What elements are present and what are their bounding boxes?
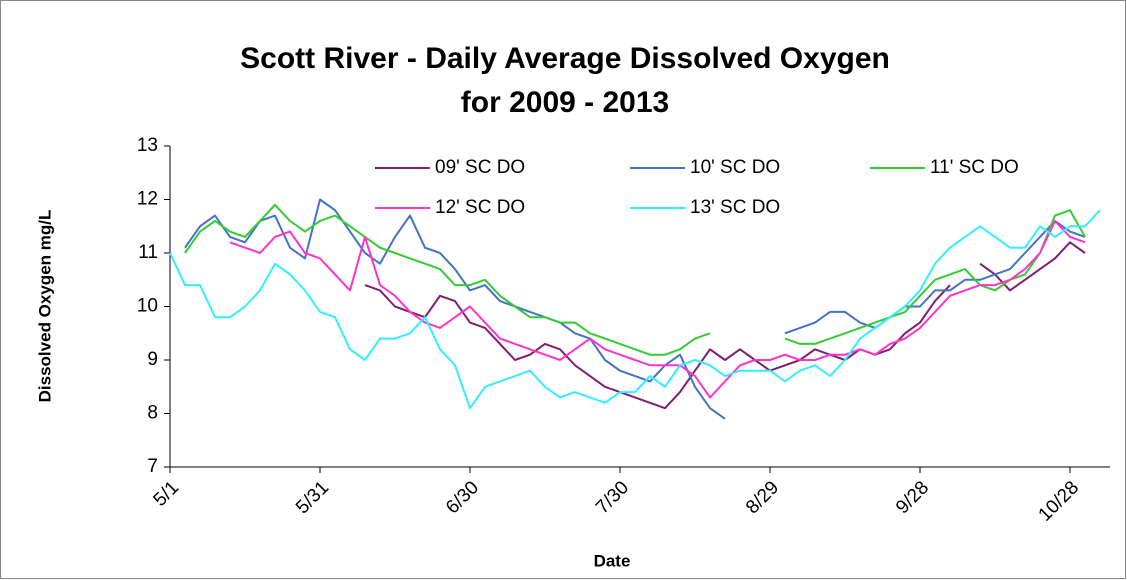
y-tick-label: 11 [138, 242, 158, 263]
series-line [184, 203, 1086, 356]
legend-label: 10' SC DO [690, 157, 780, 178]
y-tick-label: 9 [147, 349, 158, 370]
legend-label: 12' SC DO [435, 197, 525, 218]
y-axis-label: Dissolved Oxygen mg/L [35, 210, 54, 403]
legend-label: 13' SC DO [690, 197, 780, 218]
series-line [184, 198, 1086, 420]
chart-title: for 2009 - 2013 [461, 86, 669, 119]
y-tick-label: 8 [147, 403, 158, 424]
y-tick-label: 12 [137, 189, 158, 210]
series-line [169, 209, 1101, 410]
series-line [229, 219, 1086, 399]
legend-label: 09' SC DO [435, 157, 525, 178]
y-tick-label: 10 [137, 296, 158, 317]
y-tick-label: 7 [147, 456, 158, 477]
y-tick-label: 13 [137, 135, 158, 156]
x-axis-label: Date [594, 551, 631, 570]
legend-label: 11' SC DO [930, 157, 1019, 178]
chart-title: Scott River - Daily Average Dissolved Ox… [240, 42, 890, 75]
